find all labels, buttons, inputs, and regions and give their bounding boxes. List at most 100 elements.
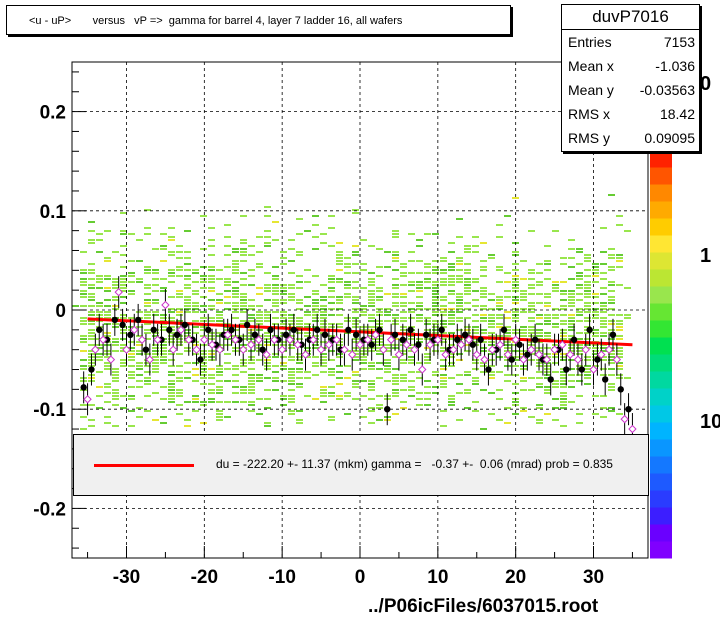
hist-cell — [520, 293, 527, 295]
hist-cell — [448, 398, 455, 400]
hist-cell — [344, 263, 351, 265]
hist-cell — [424, 380, 431, 382]
hist-cell — [336, 377, 343, 379]
hist-cell — [168, 269, 175, 271]
hist-cell — [320, 311, 327, 313]
hist-cell — [416, 245, 423, 247]
hist-cell — [232, 308, 239, 310]
hist-cell — [384, 308, 391, 310]
data-point-diamond — [542, 355, 552, 364]
hist-cell — [272, 278, 279, 280]
hist-cell — [152, 371, 159, 373]
hist-cell — [88, 263, 95, 265]
hist-cell — [112, 377, 119, 379]
hist-cell — [344, 392, 351, 394]
hist-cell — [608, 254, 615, 256]
hist-cell — [208, 332, 215, 334]
hist-cell — [120, 344, 127, 346]
hist-cell — [144, 332, 151, 334]
data-point-diamond — [324, 340, 334, 349]
data-point-filled — [570, 336, 578, 343]
hist-cell — [488, 308, 495, 310]
hist-cell — [568, 257, 575, 259]
hist-cell — [224, 266, 231, 268]
hist-cell — [176, 353, 183, 355]
hist-cell — [168, 239, 175, 241]
stats-name: duvP7016 — [562, 5, 699, 30]
hist-cell — [560, 407, 567, 409]
hist-cell — [192, 401, 199, 403]
hist-cell — [192, 341, 199, 343]
hist-cell — [408, 371, 415, 373]
hist-cell — [192, 374, 199, 376]
hist-cell — [384, 350, 391, 352]
hist-cell — [512, 287, 519, 289]
hist-cell — [416, 320, 423, 322]
hist-cell — [320, 305, 327, 307]
hist-cell — [352, 380, 359, 382]
hist-cell — [320, 320, 327, 322]
hist-cell — [120, 350, 127, 352]
hist-cell — [456, 275, 463, 277]
data-point-diamond — [207, 340, 217, 349]
hist-cell — [416, 371, 423, 373]
hist-cell — [432, 290, 439, 292]
hist-cell — [576, 272, 583, 274]
hist-cell — [208, 377, 215, 379]
hist-cell — [576, 374, 583, 376]
hist-cell — [160, 398, 167, 400]
hist-cell — [528, 326, 535, 328]
hist-cell — [208, 317, 215, 319]
hist-cell — [568, 329, 575, 331]
hist-cell — [240, 260, 247, 262]
hist-cell — [600, 317, 607, 319]
hist-cell — [488, 353, 495, 355]
hist-cell — [176, 380, 183, 382]
hist-cell — [488, 299, 495, 301]
hist-cell — [248, 317, 255, 319]
hist-cell — [184, 296, 191, 298]
hist-cell — [360, 368, 367, 370]
hist-cell — [360, 314, 367, 316]
hist-cell — [552, 308, 559, 310]
hist-cell — [152, 278, 159, 280]
hist-cell — [416, 284, 423, 286]
hist-cell — [336, 269, 343, 271]
hist-cell — [104, 383, 111, 385]
hist-cell — [512, 413, 519, 415]
hist-cell — [192, 410, 199, 412]
hist-cell — [616, 257, 623, 259]
hist-cell — [224, 245, 231, 247]
hist-cell — [552, 380, 559, 382]
hist-cell — [184, 350, 191, 352]
hist-cell — [448, 242, 455, 244]
hist-cell — [208, 392, 215, 394]
hist-cell — [184, 377, 191, 379]
hist-cell — [528, 293, 535, 295]
hist-cell — [368, 362, 375, 364]
stat-value: 0.09095 — [644, 130, 695, 146]
hist-cell — [376, 419, 383, 421]
hist-cell — [336, 383, 343, 385]
hist-cell — [560, 371, 567, 373]
hist-cell — [464, 290, 471, 292]
hist-cell — [168, 326, 175, 328]
hist-cell — [280, 314, 287, 316]
hist-cell — [248, 305, 255, 307]
hist-cell — [584, 284, 591, 286]
hist-cell — [168, 281, 175, 283]
hist-cell — [328, 335, 335, 337]
hist-cell — [568, 344, 575, 346]
hist-cell — [584, 311, 591, 313]
hist-cell — [328, 326, 335, 328]
hist-cell — [376, 350, 383, 352]
hist-cell — [448, 320, 455, 322]
hist-cell — [216, 389, 223, 391]
hist-cell — [576, 365, 583, 367]
hist-cell — [320, 395, 327, 397]
hist-cell — [480, 293, 487, 295]
hist-cell — [296, 281, 303, 283]
hist-cell — [128, 317, 135, 319]
hist-cell — [528, 272, 535, 274]
hist-cell — [472, 305, 479, 307]
